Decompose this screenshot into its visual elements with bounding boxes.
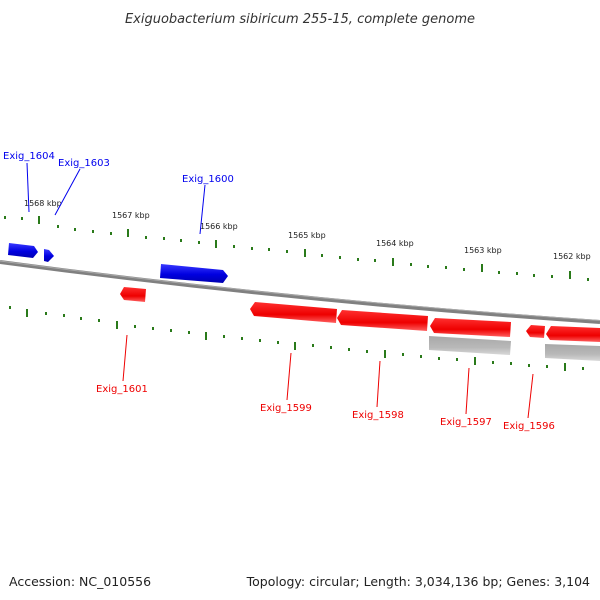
gene-arrow-exig-1598[interactable]	[337, 310, 428, 331]
leader-exig-1599	[286, 352, 292, 401]
gene-label-exig-1604[interactable]: Exig_1604	[3, 151, 55, 162]
map-title: Exiguobacterium sibiricum 255-15, comple…	[125, 12, 475, 27]
genome-backbone-highlight	[0, 260, 600, 321]
gene-arrow-exig-1596[interactable]	[526, 325, 545, 338]
other-features	[429, 336, 600, 361]
gene-label-exig-1596[interactable]: Exig_1596	[503, 421, 555, 432]
forward-genes	[8, 243, 228, 283]
leader-exig-1596	[527, 373, 534, 419]
gene-arrow-exig-1600[interactable]	[160, 264, 228, 283]
major-tick-1564	[392, 258, 394, 266]
gene-arrow-exig-1603[interactable]	[44, 249, 54, 262]
leader-exig-1600	[199, 184, 206, 235]
scale-label-1563: 1563 kbp	[464, 246, 502, 255]
topology-text: Topology: circular; Length: 3,034,136 bp…	[246, 574, 590, 589]
leader-exig-1597	[465, 367, 470, 415]
gene-arrow-exig-1601[interactable]	[120, 287, 146, 302]
reverse-genes	[120, 287, 600, 342]
scale-labels: 1568 kbp 1567 kbp 1566 kbp 1565 kbp 1564…	[24, 199, 591, 261]
major-tick-1566	[215, 240, 217, 248]
leader-exig-1601	[122, 334, 128, 382]
gene-arrow-exig-1604[interactable]	[8, 243, 38, 258]
leader-exig-1603	[54, 168, 81, 216]
gene-label-exig-1600[interactable]: Exig_1600	[182, 174, 234, 185]
major-tick-1562	[569, 271, 571, 279]
inner-scale-track	[9, 306, 584, 371]
gene-arrow-exig-1597[interactable]	[430, 318, 511, 337]
scale-label-1566: 1566 kbp	[200, 222, 238, 231]
gene-label-exig-1598[interactable]: Exig_1598	[352, 410, 404, 421]
scale-label-1562: 1562 kbp	[553, 252, 591, 261]
label-leaders	[26, 162, 534, 419]
feature-grey-1[interactable]	[429, 336, 511, 355]
major-tick-1565	[304, 249, 306, 257]
genome-backbone	[0, 260, 600, 324]
scale-label-1565: 1565 kbp	[288, 231, 326, 240]
leader-exig-1598	[376, 360, 381, 408]
major-tick-1567	[127, 229, 129, 237]
gene-label-exig-1599[interactable]: Exig_1599	[260, 403, 312, 414]
major-tick-1568	[38, 216, 40, 224]
major-tick-1563	[481, 264, 483, 272]
scale-label-1567: 1567 kbp	[112, 211, 150, 220]
gene-label-exig-1597[interactable]: Exig_1597	[440, 417, 492, 428]
outer-scale-track	[4, 216, 589, 281]
leader-exig-1604	[26, 162, 30, 213]
gene-arrow-partial[interactable]	[546, 326, 600, 342]
gene-label-exig-1601[interactable]: Exig_1601	[96, 384, 148, 395]
scale-label-1568: 1568 kbp	[24, 199, 62, 208]
gene-labels: Exig_1604 Exig_1603 Exig_1600 Exig_1601 …	[3, 151, 555, 432]
gene-label-exig-1603[interactable]: Exig_1603	[58, 158, 110, 169]
gene-arrow-exig-1599[interactable]	[250, 302, 337, 323]
accession-text: Accession: NC_010556	[9, 574, 151, 589]
scale-label-1564: 1564 kbp	[376, 239, 414, 248]
feature-grey-2[interactable]	[545, 344, 600, 361]
